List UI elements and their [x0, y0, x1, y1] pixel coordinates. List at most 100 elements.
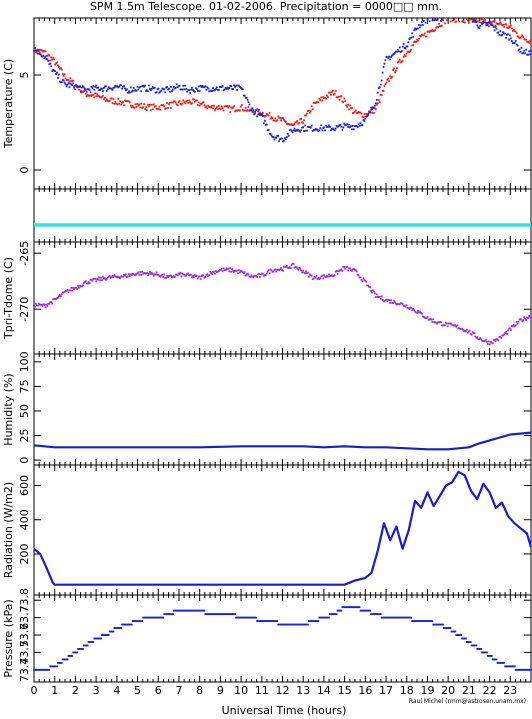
- data-point-blue: [442, 627, 445, 629]
- data-point-purple: [253, 274, 256, 277]
- data-point-blue: [197, 609, 200, 612]
- data-point-blue: [311, 620, 314, 622]
- data-point-blue: [248, 616, 251, 619]
- data-point-purple: [288, 266, 291, 269]
- data-point-red: [153, 105, 156, 108]
- data-point-red: [150, 103, 153, 106]
- data-point-purple: [337, 270, 340, 273]
- data-point-blue: [482, 22, 485, 24]
- data-point-red: [395, 69, 397, 72]
- data-point-red: [342, 101, 345, 104]
- data-point-purple: [345, 266, 348, 268]
- data-point-blue: [193, 90, 195, 93]
- data-point-purple: [96, 278, 99, 280]
- data-point-red: [480, 18, 483, 21]
- data-point-purple: [196, 277, 199, 280]
- data-point-blue: [313, 620, 316, 622]
- data-point-blue: [151, 616, 154, 619]
- data-point-red: [111, 102, 114, 105]
- data-point-red: [383, 85, 386, 87]
- data-point-blue: [109, 87, 112, 90]
- data-point-red: [97, 94, 100, 97]
- data-point-blue: [128, 91, 131, 94]
- data-point-blue: [318, 616, 321, 619]
- data-point-blue: [519, 668, 522, 671]
- data-point-blue: [490, 23, 493, 26]
- data-point-purple: [55, 298, 57, 301]
- data-point-blue: [210, 89, 213, 92]
- data-point-purple: [454, 324, 457, 327]
- data-point-blue: [117, 627, 120, 629]
- data-point-blue: [414, 27, 417, 30]
- data-point-blue: [514, 668, 517, 671]
- data-point-purple: [392, 302, 395, 304]
- data-point-purple: [290, 264, 293, 266]
- data-point-red: [139, 106, 142, 109]
- data-point-blue: [355, 125, 358, 127]
- data-point-purple: [263, 274, 266, 277]
- data-point-purple: [201, 274, 204, 277]
- data-point-purple: [195, 274, 198, 277]
- data-point-purple: [465, 328, 468, 331]
- data-point-red: [160, 104, 163, 106]
- data-point-blue: [254, 616, 257, 619]
- data-point-purple: [445, 322, 448, 325]
- data-point-purple: [410, 307, 413, 309]
- data-point-red: [471, 18, 474, 21]
- data-point-red: [514, 30, 517, 33]
- data-point-purple: [140, 273, 143, 276]
- data-point-red: [330, 91, 333, 94]
- data-point-purple: [451, 324, 454, 326]
- data-point-blue: [125, 88, 128, 91]
- data-point-blue: [96, 637, 99, 640]
- data-point-red: [187, 101, 190, 104]
- data-point-blue: [489, 655, 492, 657]
- data-point-blue: [472, 644, 475, 647]
- data-point-blue: [237, 616, 239, 619]
- data-point-blue: [167, 88, 169, 91]
- data-point-red: [33, 52, 35, 55]
- data-point-blue: [277, 623, 280, 626]
- data-point-blue: [367, 609, 370, 612]
- data-point-blue: [52, 665, 55, 668]
- data-point-red: [251, 110, 254, 113]
- data-point-blue: [188, 609, 191, 612]
- data-point-blue: [267, 128, 270, 131]
- data-point-purple: [103, 277, 105, 280]
- data-point-purple: [122, 275, 124, 278]
- data-point-purple: [416, 311, 418, 314]
- data-point-red: [354, 109, 357, 112]
- data-point-purple: [312, 277, 315, 280]
- data-point-blue: [349, 606, 351, 609]
- data-point-blue: [271, 136, 274, 138]
- data-point-purple: [457, 327, 460, 330]
- data-point-red: [133, 107, 136, 109]
- data-point-blue: [84, 88, 87, 91]
- data-point-blue: [242, 94, 245, 97]
- data-point-red: [196, 104, 199, 106]
- data-point-red: [390, 77, 393, 80]
- data-point-blue: [69, 655, 72, 657]
- data-point-purple: [161, 273, 164, 276]
- data-point-blue: [239, 86, 242, 89]
- data-point-blue: [301, 623, 304, 626]
- data-point-blue: [86, 644, 89, 647]
- data-point-red: [131, 105, 134, 107]
- data-point-blue: [191, 86, 193, 89]
- data-point-blue: [350, 125, 352, 127]
- data-point-blue: [373, 106, 375, 109]
- data-point-purple: [45, 303, 48, 306]
- data-point-red: [189, 101, 191, 104]
- data-point-blue: [51, 665, 54, 668]
- data-point-red: [254, 112, 257, 115]
- data-point-purple: [95, 280, 98, 283]
- data-point-blue: [524, 668, 527, 671]
- data-point-red: [362, 116, 365, 119]
- data-point-purple: [332, 274, 335, 277]
- data-point-red: [35, 51, 38, 54]
- data-point-blue: [145, 616, 147, 619]
- data-point-red: [339, 95, 342, 98]
- data-point-blue: [497, 661, 500, 664]
- data-point-red: [308, 111, 311, 114]
- data-point-blue: [207, 87, 210, 90]
